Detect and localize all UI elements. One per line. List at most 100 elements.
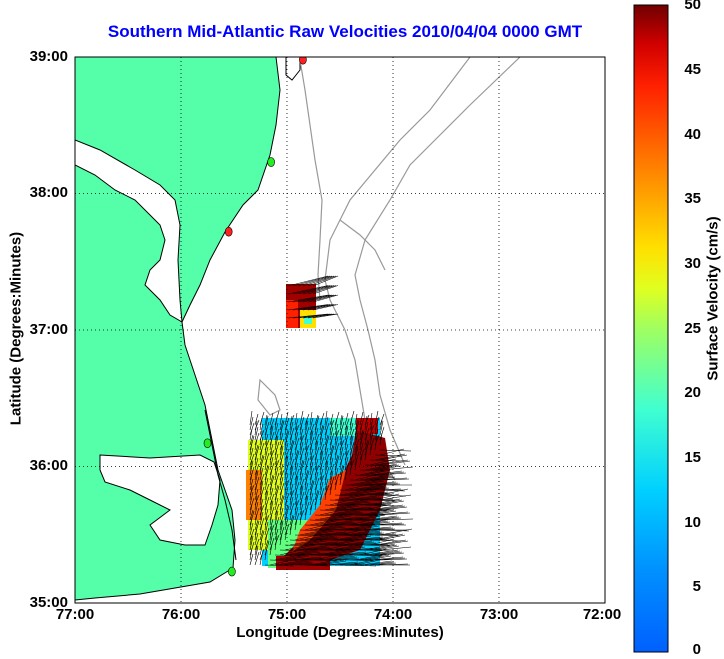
velocity-vector <box>344 412 349 426</box>
station-markers <box>203 57 307 577</box>
velocity-vector <box>339 494 366 501</box>
velocity-vector <box>304 495 309 511</box>
velocity-vector <box>314 452 318 466</box>
velocity-vector <box>274 510 279 526</box>
velocity-vector <box>299 478 305 491</box>
velocity-vector <box>274 497 279 511</box>
velocity-vector <box>319 468 324 481</box>
velocity-vector <box>314 458 319 471</box>
velocity-vector <box>279 507 284 521</box>
velocity-vector <box>344 456 349 471</box>
velocity-vector <box>314 421 318 436</box>
velocity-vector <box>254 538 260 551</box>
velocity-vector <box>369 482 399 486</box>
velocity-vector <box>289 452 294 466</box>
velocity-vector <box>249 485 253 501</box>
velocity-vector <box>364 439 369 451</box>
velocity-vector <box>284 511 288 526</box>
velocity-vector <box>304 529 333 536</box>
velocity-vector <box>354 438 360 451</box>
velocity-vector <box>279 501 283 516</box>
lon-tick: 75:00 <box>267 606 307 623</box>
velocity-vector <box>307 313 337 319</box>
velocity-vector <box>359 436 363 451</box>
velocity-vector <box>259 554 263 566</box>
velocity-vector <box>309 518 339 526</box>
velocity-vector <box>302 285 335 295</box>
velocity-vector <box>299 422 303 436</box>
velocity-vector <box>324 478 329 491</box>
velocity-vector <box>289 544 316 551</box>
velocity-vector <box>292 285 331 295</box>
velocity-vector <box>289 550 319 556</box>
velocity-vector <box>309 473 313 486</box>
velocity-vector <box>264 564 295 567</box>
station-marker <box>203 438 212 449</box>
velocity-vector <box>379 500 405 506</box>
velocity-vector <box>359 480 385 486</box>
velocity-vector <box>269 512 273 526</box>
velocity-vector <box>254 544 258 556</box>
velocity-vector <box>374 493 400 501</box>
velocity-vector <box>369 412 373 426</box>
velocity-vector <box>264 440 268 456</box>
velocity-vector <box>284 442 289 456</box>
velocity-vector <box>309 455 313 471</box>
velocity-vector <box>274 435 279 451</box>
pamlico-sound <box>99 454 221 546</box>
velocity-vector <box>279 520 284 536</box>
velocity-vector <box>269 412 274 426</box>
velocity-vector <box>324 428 328 441</box>
velocity-vector <box>279 413 283 426</box>
velocity-vector <box>259 436 264 451</box>
velocity-vector <box>312 313 339 319</box>
velocity-vector <box>374 453 406 461</box>
velocity-vector <box>309 486 313 501</box>
velocity-vector <box>374 511 409 516</box>
colorbar-tick: 15 <box>684 449 701 466</box>
velocity-vector <box>312 294 339 303</box>
lon-tick: 77:00 <box>55 606 95 623</box>
velocity-vector <box>314 465 318 481</box>
velocity-vector <box>364 415 368 431</box>
velocity-vector <box>264 483 270 496</box>
velocity-vector <box>269 468 273 481</box>
velocity-vector <box>259 498 264 511</box>
velocity-vector <box>339 446 344 461</box>
velocity-vector <box>364 509 395 516</box>
velocity-vector <box>259 473 265 486</box>
velocity-vector <box>259 417 263 431</box>
velocity-vector <box>324 555 356 561</box>
velocity-vector <box>344 541 375 546</box>
velocity-vector <box>264 502 268 516</box>
velocity-vector <box>374 477 408 481</box>
velocity-vector <box>344 450 348 466</box>
velocity-vector <box>344 437 348 451</box>
velocity-vector <box>254 413 259 426</box>
velocity-vector <box>324 533 351 536</box>
velocity-vector <box>299 484 303 496</box>
velocity-vector <box>294 493 299 506</box>
velocity-vector <box>369 528 396 531</box>
velocity-vector <box>339 512 365 516</box>
velocity-vector <box>279 532 283 546</box>
velocity-vector <box>364 543 396 551</box>
velocity-vector <box>309 430 314 446</box>
velocity-vector <box>329 420 333 436</box>
velocity-vector <box>284 429 289 441</box>
velocity-vector <box>274 484 279 496</box>
velocity-vector <box>314 471 319 486</box>
velocity-vector <box>259 511 264 526</box>
lon-tick: 73:00 <box>479 606 519 623</box>
velocity-vector <box>329 469 333 481</box>
velocity-vector <box>294 500 298 516</box>
velocity-vector <box>369 499 398 502</box>
velocity-vector <box>274 491 278 506</box>
velocity-vector <box>354 445 359 461</box>
velocity-vector <box>359 468 389 476</box>
velocity-vector <box>314 525 344 531</box>
velocity-vectors <box>249 275 414 567</box>
velocity-vector <box>369 458 397 466</box>
velocity-vector <box>329 510 361 516</box>
velocity-vector <box>249 460 254 476</box>
